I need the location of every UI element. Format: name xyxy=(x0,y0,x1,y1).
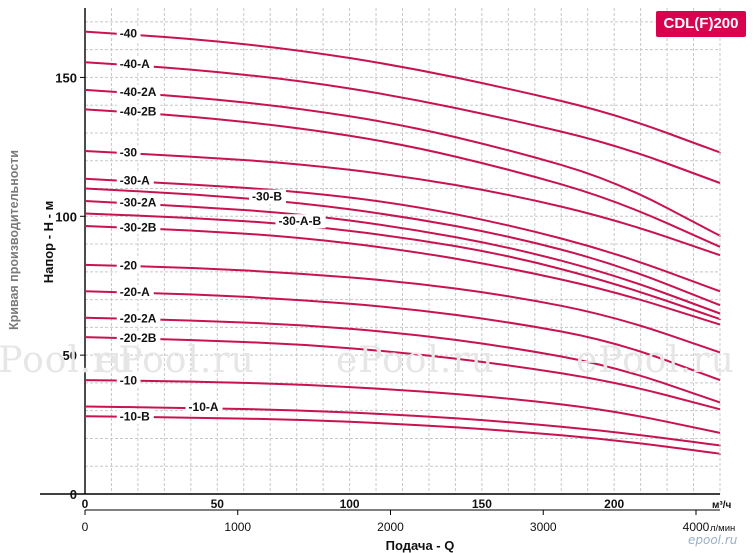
curve-10 xyxy=(84,379,721,434)
x-tick-label-top: 50 xyxy=(211,497,225,511)
curve-label: -40-2B xyxy=(120,104,157,118)
curve-label: -40 xyxy=(120,27,138,41)
watermark-3: ePool.ru xyxy=(336,340,495,381)
curve-label: -30-A xyxy=(120,173,150,187)
curve-40 xyxy=(84,30,721,154)
curve-label: -20-2A xyxy=(120,311,157,325)
curve-label-bg xyxy=(116,26,141,41)
curve-30-A-B xyxy=(84,212,721,321)
curve-label: -10-B xyxy=(120,410,150,424)
x-unit-bottom: л/мин xyxy=(710,523,735,534)
x-tick-label-top: 150 xyxy=(472,497,492,511)
curve-label-bg xyxy=(275,214,326,229)
curve-label-bg xyxy=(116,173,154,188)
watermark-2: ePool.ru xyxy=(96,340,255,381)
x-tick-label-bottom: 0 xyxy=(82,520,89,534)
curve-label-bg xyxy=(116,104,161,119)
x-tick-label-top: 200 xyxy=(604,497,624,511)
curve-label-bg xyxy=(116,373,141,388)
model-badge: CDL(F)200 xyxy=(656,11,746,37)
x-tick-label-top: 0 xyxy=(82,497,89,511)
x-axis-title: Подача - Q xyxy=(386,538,455,553)
curve-label-bg xyxy=(116,330,161,345)
curve-label-bg xyxy=(249,189,287,204)
curve-label-bg xyxy=(116,57,154,72)
x-tick-label-bottom: 1000 xyxy=(224,520,251,534)
y-tick-label: 150 xyxy=(55,70,77,85)
curve-40-A xyxy=(84,61,721,184)
curve-label: -20-2B xyxy=(120,331,157,345)
curve-label: -30-A-B xyxy=(279,214,322,228)
curve-label: -40-A xyxy=(120,57,150,71)
curve-label-bg xyxy=(116,220,161,235)
y-tick-label: 100 xyxy=(55,209,77,224)
curve-label-bg xyxy=(116,285,154,300)
curve-10-A xyxy=(84,405,721,447)
curve-40-2B xyxy=(84,108,721,248)
curve-40-2A xyxy=(84,88,721,237)
curve-label-bg xyxy=(116,409,154,424)
y-tick-label: 50 xyxy=(63,348,77,363)
curve-label-bg xyxy=(116,85,161,100)
curve-label: -10-A xyxy=(189,400,219,414)
curve-label: -30-2B xyxy=(120,220,157,234)
curve-20-2B xyxy=(84,336,721,411)
curve-30-2A xyxy=(84,200,721,315)
brand-logo-text: epool.ru xyxy=(688,533,738,547)
x-unit-top: м³/ч xyxy=(712,500,732,511)
curve-label: -40-2A xyxy=(120,85,157,99)
curve-30-B xyxy=(84,187,721,307)
curve-20 xyxy=(84,263,721,354)
curve-label-bg xyxy=(116,195,161,210)
watermark-1: ePool.ru xyxy=(0,340,135,381)
y-axis-title: Напор - Н - м xyxy=(41,201,56,283)
x-tick-label-bottom: 2000 xyxy=(377,520,404,534)
curve-label: -30-2A xyxy=(120,196,157,210)
watermark-4: ePool.ru xyxy=(576,340,735,381)
side-title: Кривая производительности xyxy=(7,150,21,330)
curve-label: -30 xyxy=(120,146,138,160)
curve-20-2A xyxy=(84,316,721,404)
x-tick-label-bottom: 4000 xyxy=(683,520,710,534)
x-tick-label-top: 100 xyxy=(340,497,360,511)
curve-label: -10 xyxy=(120,374,138,388)
curve-label: -20 xyxy=(120,259,138,273)
curve-label-bg xyxy=(185,399,223,414)
curve-10-B xyxy=(84,415,721,455)
curve-label-bg xyxy=(116,258,141,273)
curve-label-bg xyxy=(116,145,141,160)
curve-30-A xyxy=(84,177,721,293)
curve-20-A xyxy=(84,290,721,382)
x-tick-label-bottom: 3000 xyxy=(530,520,557,534)
curve-label: -20-A xyxy=(120,285,150,299)
curve-label-bg xyxy=(116,311,161,326)
curve-label: -30-B xyxy=(252,190,282,204)
curve-30-2B xyxy=(84,225,721,326)
y-tick-label: 0 xyxy=(70,487,77,502)
curve-30 xyxy=(84,150,721,257)
